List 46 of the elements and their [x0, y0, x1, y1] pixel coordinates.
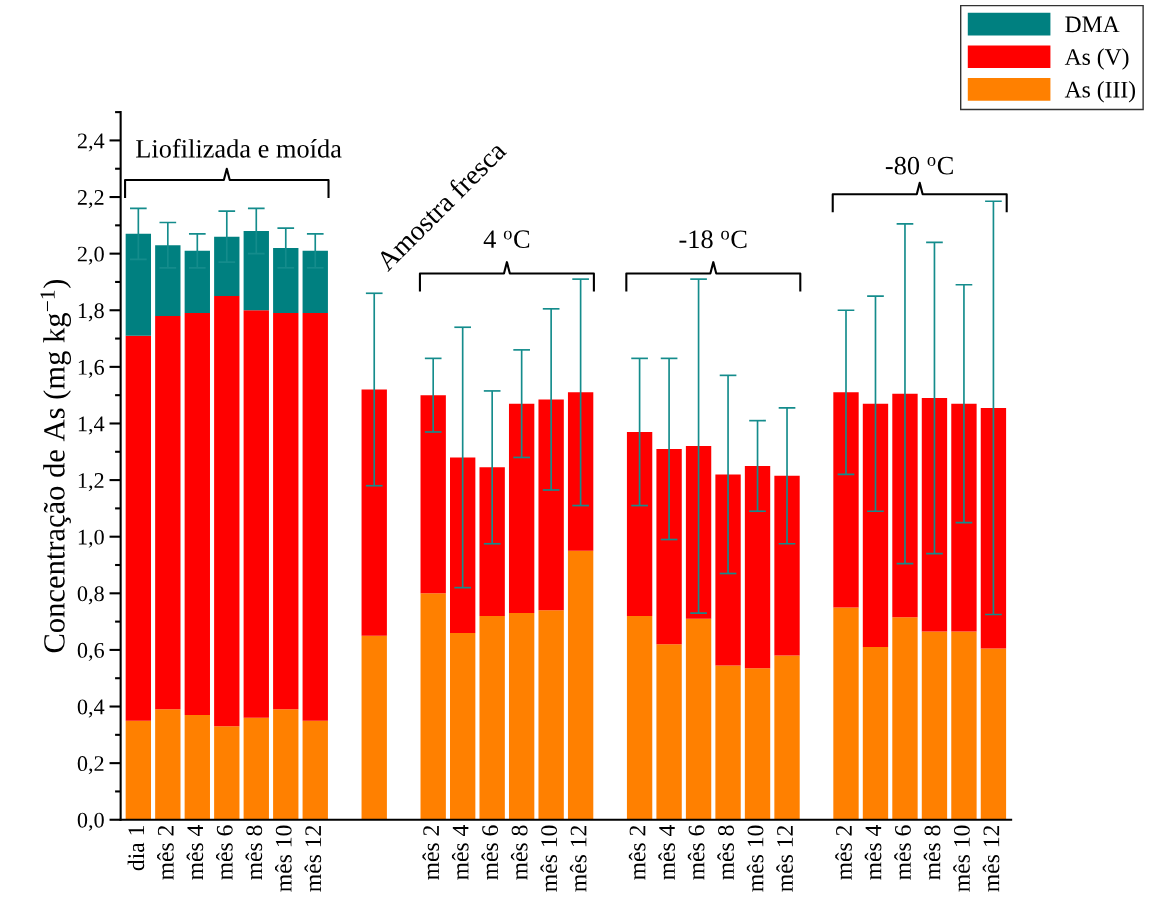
y-tick-label: 2,4 — [77, 133, 105, 152]
x-tick-label: mês 2 — [628, 825, 646, 880]
x-tick-label: mês 4 — [186, 824, 204, 880]
x-tick-label: mês 10 — [540, 825, 558, 892]
annotation: -18 $^{o}$C — [679, 230, 747, 249]
annotation: -80 $^{o}$C — [885, 156, 953, 175]
y-tick-label: 1,4 — [78, 416, 105, 435]
y-tick-label: 1,0 — [78, 529, 104, 548]
y-tick-label: 0,2 — [77, 756, 104, 775]
legend-label: DMA — [1065, 16, 1120, 33]
y-tick-label: 2,0 — [77, 246, 104, 265]
x-tick-label: mês 6 — [687, 825, 705, 880]
x-tick-label: mês 12 — [304, 825, 322, 892]
x-tick-label: mês 12 — [776, 825, 793, 892]
x-tick-label: mês 12 — [569, 825, 587, 892]
y-tick-label: 1,2 — [78, 473, 104, 492]
x-tick-label: mês 6 — [894, 825, 911, 880]
y-tick-label: 1,6 — [78, 359, 105, 378]
x-tick-label: mês 10 — [953, 825, 970, 892]
legend-label: As (III) — [1064, 81, 1136, 103]
x-tick-label: mês 6 — [216, 825, 233, 880]
x-tick-label: mês 8 — [717, 825, 734, 880]
x-tick-label: mês 4 — [864, 824, 882, 880]
y-tick-label: 0,4 — [77, 699, 105, 718]
x-tick-label: mês 8 — [510, 825, 528, 880]
x-tick-label: mês 10 — [746, 825, 764, 892]
y-tick-label: 1,8 — [78, 303, 104, 322]
y-tick-label: 0,0 — [77, 812, 104, 831]
x-tick-label: mês 8 — [923, 825, 941, 880]
x-tick-label: mês 6 — [481, 825, 499, 880]
y-tick-label: 2,2 — [77, 190, 104, 209]
x-tick-label: dia 1 — [127, 826, 145, 871]
x-tick-label: mês 12 — [982, 825, 1000, 892]
x-tick-label: mês 2 — [157, 825, 174, 880]
annotation: 4 $^{o}$C — [483, 230, 530, 249]
y-axis-title: Concentração de As (mg kg$^{−1}$) — [40, 279, 72, 653]
x-tick-label: mês 4 — [451, 824, 469, 880]
annotation: Liofilizada e moída — [136, 138, 342, 158]
legend-label: As (V) — [1064, 48, 1129, 70]
x-tick-label: mês 8 — [245, 825, 263, 880]
x-tick-label: mês 10 — [275, 825, 292, 892]
y-tick-label: 0,8 — [77, 586, 104, 605]
y-tick-label: 0,6 — [77, 642, 105, 662]
x-tick-label: mês 2 — [422, 825, 440, 880]
x-tick-label: mês 4 — [658, 824, 675, 880]
x-tick-label: mês 2 — [835, 825, 852, 880]
